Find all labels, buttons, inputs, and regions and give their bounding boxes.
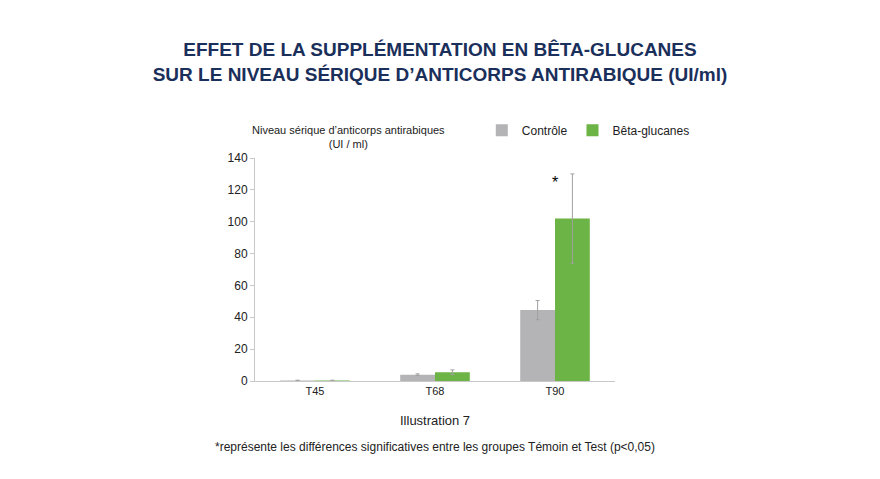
svg-text:20: 20 <box>234 342 248 356</box>
svg-text:T68: T68 <box>426 385 445 397</box>
svg-text:Contrôle: Contrôle <box>522 124 568 138</box>
svg-text:40: 40 <box>234 310 248 324</box>
svg-text:120: 120 <box>228 183 248 197</box>
svg-text:T90: T90 <box>546 385 565 397</box>
svg-text:140: 140 <box>228 151 248 165</box>
svg-text:Niveau sérique d’anticorps ant: Niveau sérique d’anticorps antirabiques(… <box>252 124 445 150</box>
svg-text:80: 80 <box>234 247 248 261</box>
svg-text:100: 100 <box>228 215 248 229</box>
svg-text:60: 60 <box>234 279 248 293</box>
svg-text:Illustration 7: Illustration 7 <box>400 413 470 428</box>
svg-text:*représente les différences si: *représente les différences significativ… <box>215 440 655 454</box>
svg-text:Bêta-glucanes: Bêta-glucanes <box>612 124 689 138</box>
svg-text:0: 0 <box>241 374 248 388</box>
svg-text:T45: T45 <box>306 385 325 397</box>
svg-text:*: * <box>552 174 558 191</box>
svg-text:EFFET DE LA SUPPLÉMENTATION EN: EFFET DE LA SUPPLÉMENTATION EN BÊTA-GLUC… <box>153 39 728 85</box>
